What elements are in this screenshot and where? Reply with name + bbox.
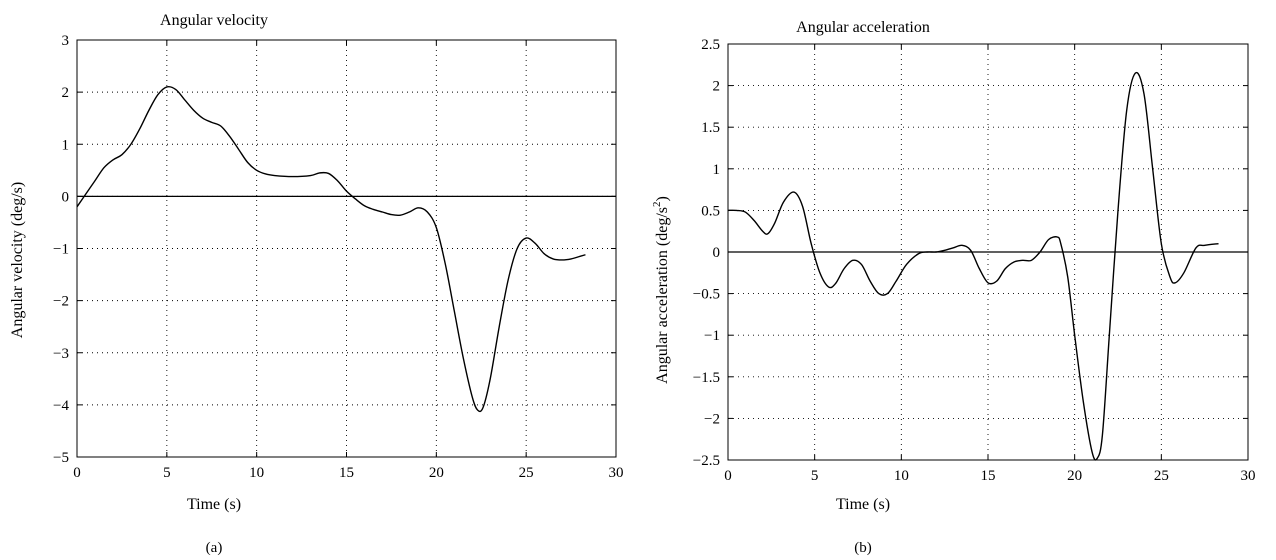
y-tick-label: 2 (713, 79, 721, 95)
y-axis-label: Angular velocity (deg/s) (9, 182, 26, 338)
chart-title: Angular velocity (160, 12, 268, 29)
angular-acceleration-chart: Angular acceleration 0 5 10 15 20 25 302.521.5… (651, 19, 1256, 556)
x-tick-label: 20 (1067, 468, 1082, 484)
y-tick-label: 1 (62, 137, 70, 153)
y-tick-label: −1 (704, 328, 720, 344)
y-tick-label: −1.5 (693, 370, 720, 386)
y-axis-label-main: Angular acceleration (deg/s (654, 207, 671, 384)
y-tick-label: −2 (53, 294, 69, 310)
y-tick-label: −2 (704, 411, 720, 427)
x-tick-label: 25 (519, 465, 534, 481)
y-tick-label: 0 (62, 189, 70, 205)
y-tick-label: 0.5 (701, 203, 720, 219)
x-tick-label: 20 (429, 465, 444, 481)
y-tick-label: 1 (713, 162, 721, 178)
x-tick-label: 30 (1241, 468, 1256, 484)
x-tick-label: 0 (73, 465, 81, 481)
chart-title: Angular acceleration (796, 19, 930, 36)
y-axis-label-sup: 2 (651, 202, 663, 208)
x-tick-label: 25 (1154, 468, 1169, 484)
y-tick-label: 1.5 (701, 120, 720, 136)
y-tick-label: −4 (53, 398, 69, 414)
x-axis-label: Time (s) (836, 496, 890, 513)
caption: (b) (854, 540, 872, 556)
x-tick-label: 15 (339, 465, 354, 481)
x-tick-label: 30 (609, 465, 624, 481)
x-tick-label: 15 (981, 468, 996, 484)
y-tick-label: 0 (713, 245, 721, 261)
x-tick-label: 0 (724, 468, 732, 484)
caption: (a) (206, 540, 223, 556)
x-tick-label: 5 (811, 468, 819, 484)
y-tick-label: −3 (53, 346, 69, 362)
y-axis-label: Angular acceleration (deg/s2) (651, 196, 671, 384)
y-tick-label: −1 (53, 242, 69, 258)
series-line (727, 71, 1219, 461)
x-tick-label: 10 (249, 465, 264, 481)
y-tick-label: 3 (62, 33, 70, 49)
y-tick-label: −0.5 (693, 287, 720, 303)
x-axis-label: Time (s) (187, 496, 241, 513)
y-tick-label: 2 (62, 85, 70, 101)
y-tick-label: −5 (53, 450, 69, 466)
x-tick-label: 5 (163, 465, 171, 481)
y-tick-label: 2.5 (701, 37, 720, 53)
x-tick-label: 10 (894, 468, 909, 484)
y-tick-label: −2.5 (693, 453, 720, 469)
y-axis-label-end: ) (654, 196, 671, 201)
series-line (76, 85, 586, 413)
angular-velocity-chart: Angular velocity 0 5 10 15 20 25 303210−1−2−3−… (9, 12, 624, 556)
